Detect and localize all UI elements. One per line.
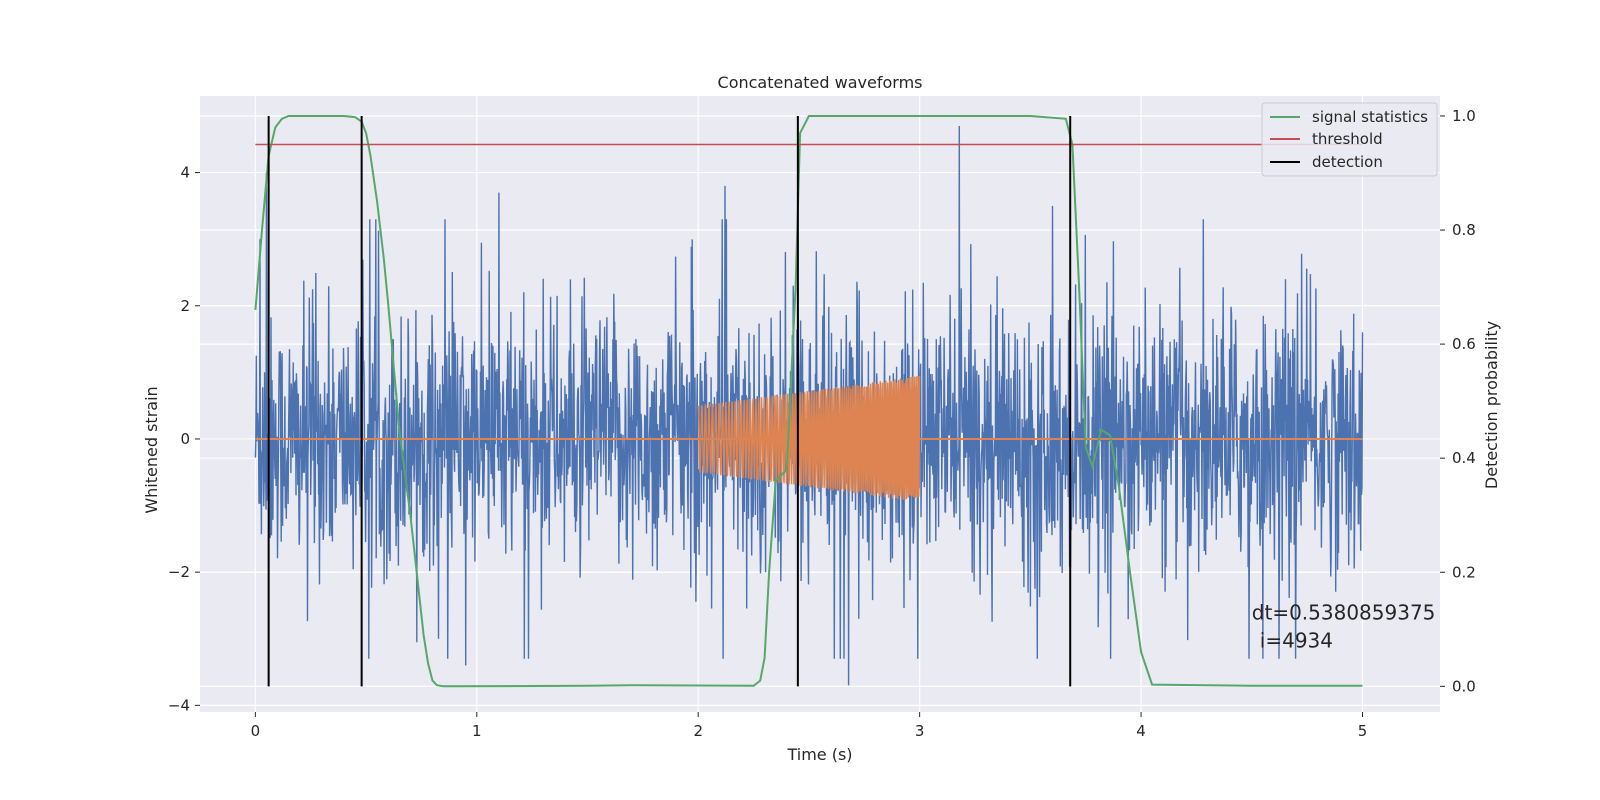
x-tick-label: 1 <box>472 722 482 740</box>
signal-statistics-line <box>254 115 1363 688</box>
y-tick-label: 2 <box>180 297 190 315</box>
legend-label-threshold: threshold <box>1312 130 1383 148</box>
signal-statistics-series <box>254 115 1363 688</box>
legend: signal statistics threshold detection <box>1261 102 1438 177</box>
y-right-tick-label: 0.8 <box>1452 221 1476 239</box>
x-tick-label: 4 <box>1136 722 1146 740</box>
x-tick-label: 3 <box>915 722 925 740</box>
x-tick-label: 5 <box>1358 722 1368 740</box>
legend-label-detection: detection <box>1312 153 1383 171</box>
y-right-tick-label: 0.6 <box>1452 335 1476 353</box>
y-right-tick-label: 0.2 <box>1452 563 1476 581</box>
y-right-axis-ticks: 0.0 0.2 0.4 0.6 0.8 1.0 <box>1440 107 1476 695</box>
y-tick-label: −2 <box>168 563 190 581</box>
x-tick-label: 2 <box>693 722 703 740</box>
y-tick-label: 4 <box>180 164 190 182</box>
y-right-tick-label: 0.4 <box>1452 449 1476 467</box>
y-axis-title: Whitened strain <box>142 386 161 513</box>
annotation-dt: dt=0.5380859375 <box>1252 601 1436 625</box>
y-right-tick-label: 0.0 <box>1452 677 1476 695</box>
y-right-axis-title: Detection probability <box>1482 321 1501 489</box>
x-tick-label: 0 <box>251 722 261 740</box>
detection-lines <box>267 115 1072 687</box>
x-axis-ticks: 0 1 2 3 4 5 <box>251 712 1368 740</box>
y-tick-label: 0 <box>180 430 190 448</box>
y-axis-ticks: −4 −2 0 2 4 <box>168 164 200 714</box>
annotation-i: i=4934 <box>1260 629 1333 653</box>
y-tick-label: −4 <box>168 696 190 714</box>
chart-title: Concatenated waveforms <box>718 73 923 92</box>
chirp-line <box>697 375 921 501</box>
legend-label-signal-statistics: signal statistics <box>1312 108 1428 126</box>
legend-box <box>1261 102 1438 177</box>
x-axis-title: Time (s) <box>786 745 852 764</box>
annotation: dt=0.5380859375 i=4934 <box>1252 601 1436 653</box>
y-right-tick-label: 1.0 <box>1452 107 1476 125</box>
chirp-series <box>255 375 1363 501</box>
